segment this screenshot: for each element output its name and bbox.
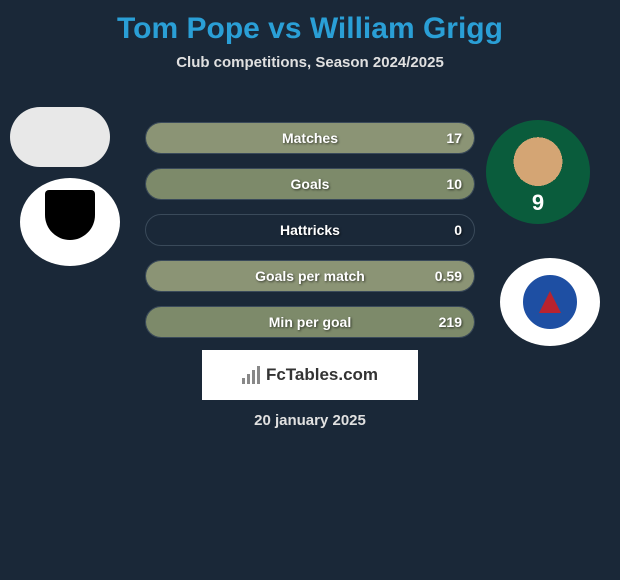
player-left-avatar: [10, 107, 110, 167]
stat-row-goals: Goals 10: [145, 168, 475, 200]
page-title: Tom Pope vs William Grigg: [0, 0, 620, 54]
chart-icon: [242, 366, 260, 384]
brand-text: FcTables.com: [266, 365, 378, 385]
stat-label: Goals per match: [255, 268, 365, 284]
stat-row-matches: Matches 17: [145, 122, 475, 154]
stat-label: Goals: [291, 176, 330, 192]
stat-right-value: 0: [454, 222, 462, 238]
stat-right-value: 0.59: [435, 268, 462, 284]
stat-row-goals-per-match: Goals per match 0.59: [145, 260, 475, 292]
subtitle: Club competitions, Season 2024/2025: [0, 54, 620, 93]
stat-label: Matches: [282, 130, 338, 146]
club-right-badge: [500, 258, 600, 346]
stat-right-value: 17: [446, 130, 462, 146]
date-text: 20 january 2025: [254, 412, 366, 429]
stat-label: Min per goal: [269, 314, 351, 330]
player-right-avatar: 9: [486, 120, 590, 224]
brand-logo: FcTables.com: [202, 350, 418, 400]
stat-right-value: 10: [446, 176, 462, 192]
jersey-number: 9: [532, 190, 544, 216]
stat-right-value: 219: [439, 314, 462, 330]
stat-row-hattricks: Hattricks 0: [145, 214, 475, 246]
stat-label: Hattricks: [280, 222, 340, 238]
club-left-badge: [20, 178, 120, 266]
stat-row-min-per-goal: Min per goal 219: [145, 306, 475, 338]
